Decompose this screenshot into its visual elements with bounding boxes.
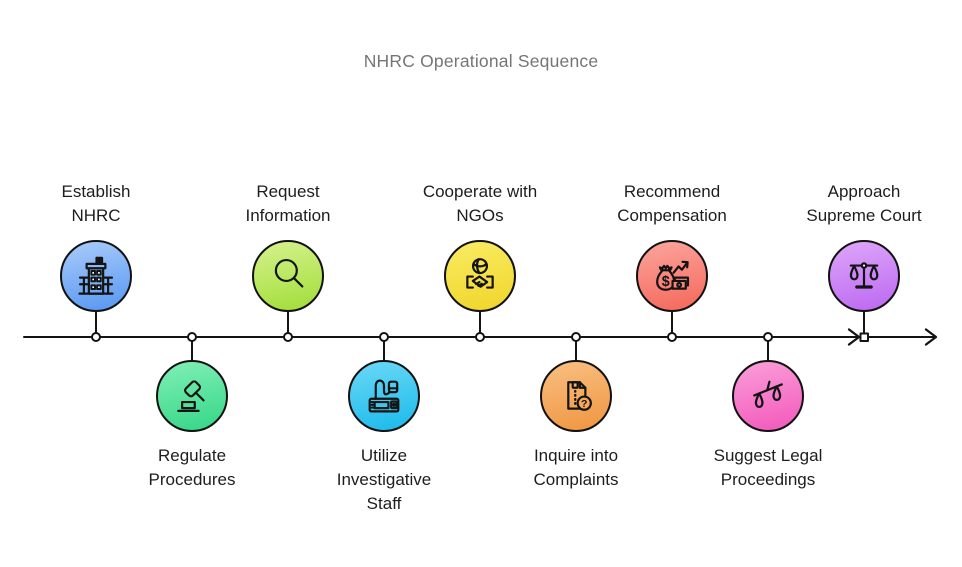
step-circle: $ [636,240,708,312]
connector-dot [187,332,197,342]
step-circle [156,360,228,432]
connector-dot [379,332,389,342]
step-label-line: Supreme Court [806,206,922,225]
connector-dot [571,332,581,342]
step-circle [252,240,324,312]
step-label: Establish NHRC [0,180,202,228]
step-approach-supreme-court: Approach Supreme Court [758,180,962,312]
balanced-scales-icon [849,262,879,289]
step-label-line: Procedures [148,470,236,489]
step-label-line: Request [256,182,320,201]
step-label-line: Staff [366,494,402,513]
svg-text:$: $ [662,274,670,290]
connector-dot [91,332,101,342]
connector-dots [91,332,869,342]
step-label-line: Cooperate with [422,182,538,201]
step-label-line: NGOs [456,206,504,225]
step-label-line: Utilize [360,446,408,465]
step-label: Request Information [182,180,394,228]
step-circle [60,240,132,312]
step-label-line: Complaints [533,470,619,489]
document-question-icon: ? [567,381,592,411]
step-request-information: Request Information [182,180,394,312]
step-cooperate-with-ngos: Cooperate with NGOs [374,180,586,312]
step-label-line: Information [245,206,331,225]
step-label-line: NHRC [71,206,121,225]
step-label-line: Establish [61,182,131,201]
magnifier-icon [274,258,304,288]
connector-dot [283,332,293,342]
step-circle [732,360,804,432]
step-label-line: Suggest Legal [713,446,823,465]
step-circle [348,360,420,432]
connector-dot [475,332,485,342]
handshake-globe-icon [466,258,494,289]
page-title: NHRC Operational Sequence [363,51,599,71]
step-utilize-investigative-staff: Utilize Investigative Staff [278,360,490,516]
step-suggest-legal-proceedings: Suggest Legal Proceedings [662,360,874,492]
tilted-scales-icon [753,380,783,409]
step-label-line: Approach [827,182,901,201]
radio-recorder-icon [368,379,400,413]
step-label: Regulate Procedures [86,444,298,492]
step-label-line: Investigative [336,470,432,489]
connector-dot [667,332,677,342]
step-circle: ? [540,360,612,432]
step-regulate-procedures: Regulate Procedures [86,360,298,492]
svg-text:?: ? [581,399,587,410]
step-label-line: Proceedings [720,470,816,489]
step-circle [828,240,900,312]
current-position-marker [859,332,869,342]
gavel-icon [177,380,205,412]
step-label: Recommend Compensation [566,180,778,228]
step-label-line: Inquire into [533,446,619,465]
connector-dot [763,332,773,342]
step-label: Utilize Investigative Staff [278,444,490,516]
step-label: Suggest Legal Proceedings [662,444,874,492]
step-label-line: Recommend [623,182,721,201]
step-establish-nhrc: Establish NHRC [0,180,202,312]
mid-arrowhead-icon [847,328,861,346]
end-arrowhead-icon [924,328,938,346]
step-label: Approach Supreme Court [758,180,962,228]
step-label-line: Regulate [157,446,227,465]
step-recommend-compensation: Recommend Compensation $ [566,180,778,312]
step-inquire-into-complaints: ? Inquire into Complaints [470,360,682,492]
step-label: Inquire into Complaints [470,444,682,492]
government-building-icon [78,256,114,295]
step-circle [444,240,516,312]
step-label-line: Compensation [617,206,727,225]
step-label: Cooperate with NGOs [374,180,586,228]
money-growth-icon: $ [656,260,690,291]
